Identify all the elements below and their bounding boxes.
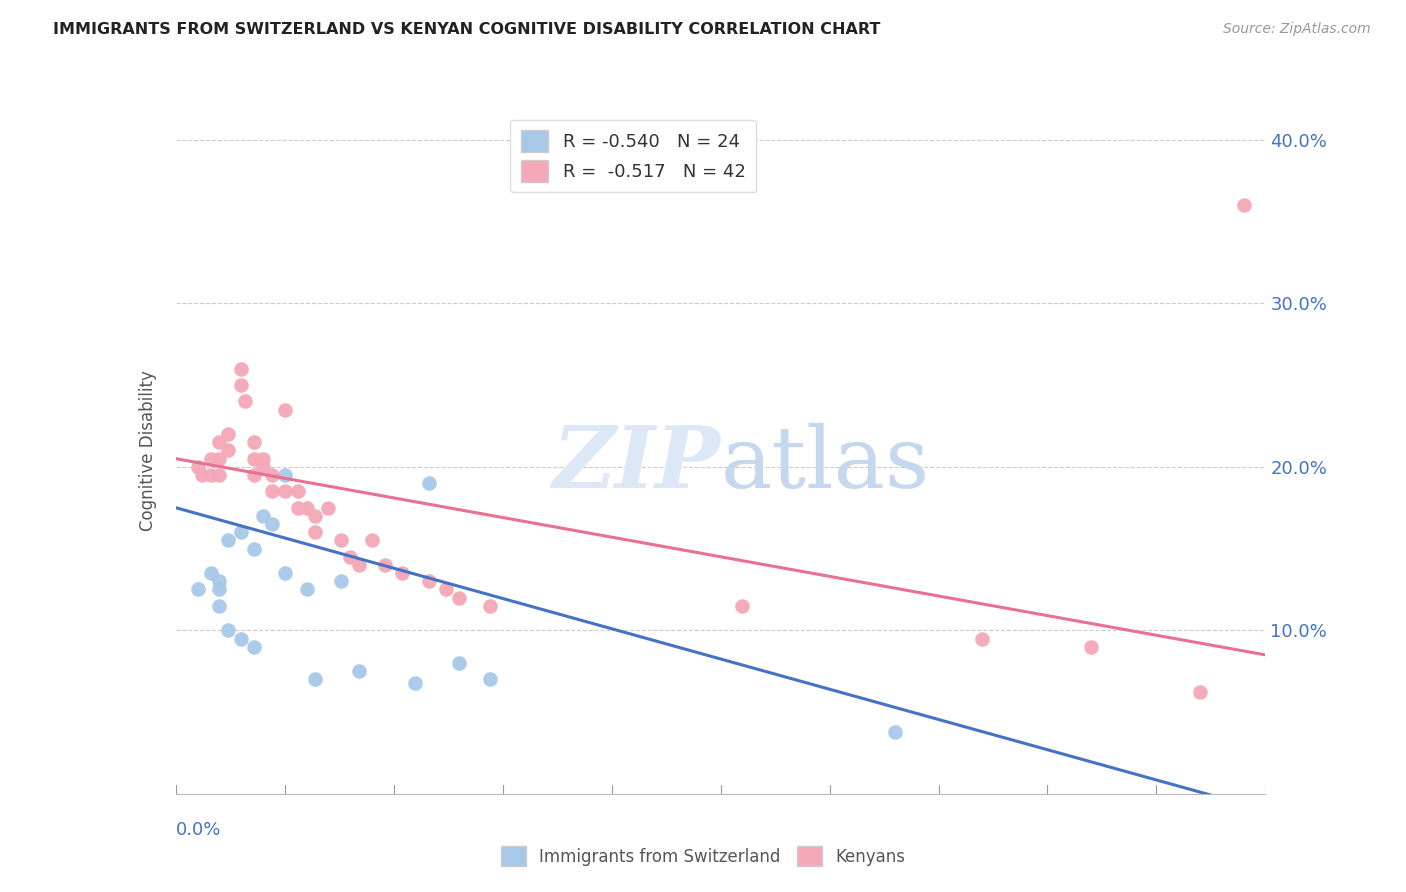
Point xyxy=(231,525,253,540)
Point xyxy=(478,673,501,687)
Point xyxy=(418,574,440,589)
Point xyxy=(731,599,754,613)
Point xyxy=(1232,198,1256,212)
Point xyxy=(330,574,353,589)
Point xyxy=(252,459,274,474)
Point xyxy=(252,508,274,523)
Point xyxy=(243,451,266,466)
Point xyxy=(434,582,457,597)
Point xyxy=(260,467,283,482)
Point xyxy=(405,675,427,690)
Point xyxy=(330,533,353,548)
Text: IMMIGRANTS FROM SWITZERLAND VS KENYAN COGNITIVE DISABILITY CORRELATION CHART: IMMIGRANTS FROM SWITZERLAND VS KENYAN CO… xyxy=(53,22,880,37)
Point xyxy=(339,549,361,564)
Point xyxy=(208,451,231,466)
Point xyxy=(200,451,222,466)
Point xyxy=(217,624,239,638)
Point xyxy=(884,724,907,739)
Point xyxy=(208,599,231,613)
Point xyxy=(200,467,222,482)
Point xyxy=(252,451,274,466)
Point xyxy=(200,566,222,580)
Point xyxy=(191,467,214,482)
Point xyxy=(295,500,318,515)
Point xyxy=(243,435,266,450)
Point xyxy=(274,467,297,482)
Text: Source: ZipAtlas.com: Source: ZipAtlas.com xyxy=(1223,22,1371,37)
Point xyxy=(243,541,266,556)
Point xyxy=(208,582,231,597)
Point xyxy=(260,484,283,499)
Point xyxy=(447,656,470,670)
Point xyxy=(1189,685,1212,699)
Text: 0.0%: 0.0% xyxy=(176,822,221,839)
Point xyxy=(208,435,231,450)
Text: atlas: atlas xyxy=(721,423,929,506)
Legend: Immigrants from Switzerland, Kenyans: Immigrants from Switzerland, Kenyans xyxy=(494,839,912,873)
Point xyxy=(274,566,297,580)
Point xyxy=(304,673,326,687)
Point xyxy=(287,500,309,515)
Point xyxy=(478,599,501,613)
Point xyxy=(208,574,231,589)
Point xyxy=(418,476,440,491)
Point xyxy=(217,533,239,548)
Point xyxy=(217,427,239,442)
Y-axis label: Cognitive Disability: Cognitive Disability xyxy=(139,370,157,531)
Point xyxy=(186,582,209,597)
Point xyxy=(347,558,370,572)
Point xyxy=(347,664,370,679)
Point xyxy=(360,533,382,548)
Point xyxy=(287,484,309,499)
Text: ZIP: ZIP xyxy=(553,423,721,506)
Point xyxy=(374,558,396,572)
Point xyxy=(217,443,239,458)
Point xyxy=(274,484,297,499)
Point xyxy=(391,566,413,580)
Point xyxy=(186,459,209,474)
Point xyxy=(243,640,266,654)
Point xyxy=(208,467,231,482)
Point xyxy=(231,361,253,376)
Point xyxy=(243,467,266,482)
Point xyxy=(231,378,253,392)
Point xyxy=(295,582,318,597)
Point xyxy=(1080,640,1102,654)
Point xyxy=(318,500,340,515)
Point xyxy=(304,508,326,523)
Point xyxy=(447,591,470,605)
Point xyxy=(231,632,253,646)
Point xyxy=(260,516,283,531)
Point xyxy=(274,402,297,417)
Point xyxy=(235,394,257,409)
Legend: R = -0.540   N = 24, R =  -0.517   N = 42: R = -0.540 N = 24, R = -0.517 N = 42 xyxy=(510,120,756,193)
Point xyxy=(304,525,326,540)
Point xyxy=(970,632,993,646)
